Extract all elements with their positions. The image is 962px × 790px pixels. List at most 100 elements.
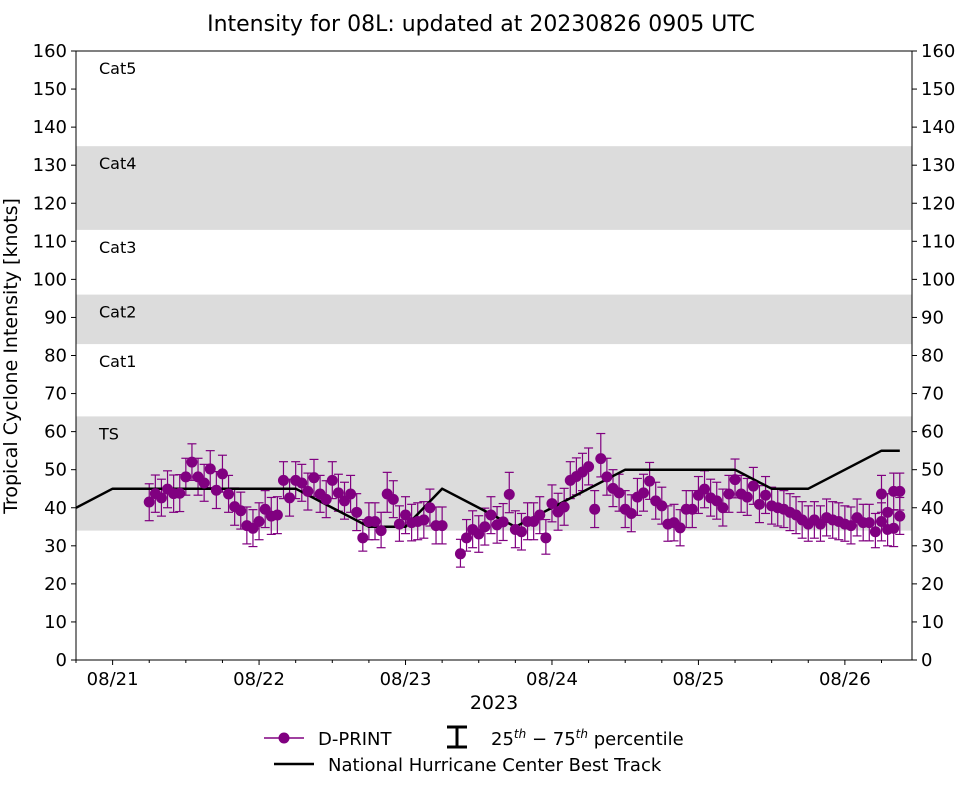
d-print-point <box>400 509 412 521</box>
y-tick-label: 140 <box>33 117 67 138</box>
y-axis-label: Tropical Cyclone Intensity [knots] <box>0 198 22 515</box>
d-print-point <box>235 505 247 517</box>
d-print-point <box>485 509 497 521</box>
d-print-point <box>760 489 772 501</box>
d-print-points <box>143 453 906 560</box>
y-tick-label-right: 70 <box>921 384 944 405</box>
d-print-point <box>454 548 466 560</box>
y-tick-label-right: 130 <box>921 155 955 176</box>
d-print-point <box>863 517 875 529</box>
d-print-point <box>155 492 167 504</box>
legend-superscript: th <box>576 727 588 741</box>
y-tick-label-right: 140 <box>921 117 955 138</box>
d-print-point <box>198 477 210 489</box>
d-print-point <box>875 488 887 500</box>
d-print-point <box>320 493 332 505</box>
d-print-point <box>436 520 448 532</box>
y-tick-label-right: 110 <box>921 231 955 252</box>
legend-superscript: th <box>514 727 526 741</box>
y-tick-label-right: 0 <box>921 650 932 671</box>
d-print-point <box>534 509 546 521</box>
band-label-ts: TS <box>98 424 119 443</box>
d-print-point <box>284 492 296 504</box>
d-print-point <box>418 514 430 526</box>
d-print-point <box>216 468 228 480</box>
x-tick-label: 08/23 <box>380 669 432 690</box>
y-tick-label: 0 <box>56 650 67 671</box>
y-tick-label-right: 160 <box>921 41 955 62</box>
x-tick-label: 08/21 <box>87 669 139 690</box>
d-print-point <box>271 509 283 521</box>
d-print-point <box>296 477 308 489</box>
d-print-point <box>540 532 552 544</box>
d-print-point <box>497 516 509 528</box>
category-bands <box>76 146 912 531</box>
d-print-point <box>869 526 881 538</box>
d-print-point <box>387 493 399 505</box>
d-print-point <box>174 487 186 499</box>
d-print-point <box>674 522 686 534</box>
d-print-point <box>741 491 753 503</box>
band-label-cat4: Cat4 <box>99 154 136 173</box>
y-tick-label: 150 <box>33 79 67 100</box>
d-print-point <box>753 498 765 510</box>
d-print-point <box>479 521 491 533</box>
x-axis-label: 2023 <box>470 692 518 714</box>
y-tick-label: 70 <box>44 384 67 405</box>
d-print-point <box>613 487 625 499</box>
y-tick-label: 40 <box>44 498 67 519</box>
d-print-point <box>143 496 155 508</box>
d-print-point <box>625 507 637 519</box>
y-axis-right-ticks: 0 10 20 30 40 50 60 70 80 90 100 110 120 130 140 150 160 <box>912 41 955 671</box>
d-print-point <box>894 510 906 522</box>
d-print-point <box>277 474 289 486</box>
d-print-point <box>515 526 527 538</box>
y-tick-label-right: 40 <box>921 498 944 519</box>
y-tick-label-right: 60 <box>921 422 944 443</box>
category-band-labels: TS Cat1 Cat2 Cat3 Cat4 Cat5 <box>98 59 136 443</box>
d-print-point <box>424 502 436 514</box>
legend-text-part: 25 <box>491 729 514 750</box>
d-print-point <box>473 528 485 540</box>
y-tick-label: 30 <box>44 536 67 557</box>
y-tick-label-right: 150 <box>921 79 955 100</box>
d-print-point <box>351 506 363 518</box>
y-tick-label: 110 <box>33 231 67 252</box>
d-print-point <box>638 487 650 499</box>
y-tick-label: 80 <box>44 346 67 367</box>
band-cat4 <box>76 146 912 230</box>
d-print-point <box>332 487 344 499</box>
d-print-point <box>393 518 405 530</box>
d-print-point <box>503 488 515 500</box>
d-print-point <box>357 532 369 544</box>
legend-best-track-label: National Hurricane Center Best Track <box>328 755 662 776</box>
y-tick-label-right: 100 <box>921 269 955 290</box>
y-tick-label: 50 <box>44 460 67 481</box>
legend-percentile-label: 25th − 75th percentile <box>491 727 684 750</box>
d-print-point <box>186 456 198 468</box>
d-print-point <box>875 515 887 527</box>
d-print-point <box>717 502 729 514</box>
y-tick-label: 60 <box>44 422 67 443</box>
d-print-point <box>461 532 473 544</box>
legend-d-print-label: D-PRINT <box>318 729 392 750</box>
d-print-point <box>595 453 607 465</box>
d-print-point <box>558 501 570 513</box>
d-print-point <box>686 503 698 515</box>
y-tick-label: 10 <box>44 612 67 633</box>
y-tick-label-right: 20 <box>921 574 944 595</box>
d-print-point <box>589 503 601 515</box>
d-print-point <box>845 520 857 532</box>
y-tick-label: 120 <box>33 193 67 214</box>
d-print-point <box>308 472 320 484</box>
d-print-point <box>699 483 711 495</box>
x-tick-label: 08/25 <box>672 669 724 690</box>
y-axis-left-ticks: 0 10 20 30 40 50 60 70 80 90 100 110 120 130 140 150 160 <box>33 41 76 671</box>
chart-title: Intensity for 08L: updated at 20230826 0… <box>207 12 755 37</box>
band-label-cat2: Cat2 <box>99 303 136 322</box>
y-tick-label: 160 <box>33 41 67 62</box>
d-print-point <box>656 500 668 512</box>
d-print-point <box>888 522 900 534</box>
d-print-point <box>204 463 216 475</box>
